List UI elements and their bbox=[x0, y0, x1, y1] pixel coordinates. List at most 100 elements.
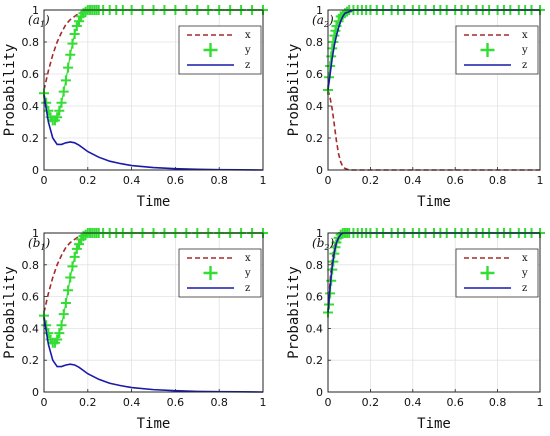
y-tick-label: 0.4 bbox=[22, 322, 40, 335]
y-axis-label: Probability bbox=[286, 44, 302, 137]
x-tick-label: 0.6 bbox=[446, 396, 464, 409]
legend-marker bbox=[203, 43, 218, 57]
y-tick-label: 0 bbox=[316, 164, 323, 177]
data-point bbox=[43, 105, 54, 116]
y-tick-label: 1 bbox=[316, 227, 323, 240]
panel-tag: (b1) bbox=[28, 236, 50, 252]
legend-label: z bbox=[245, 60, 250, 71]
y-axis-label: Probability bbox=[2, 44, 18, 137]
legend: xyz bbox=[455, 25, 539, 75]
y-tick-label: 0 bbox=[32, 164, 39, 177]
legend-marker bbox=[480, 43, 495, 57]
y-axis-label: Probability bbox=[286, 266, 302, 359]
axes-frame bbox=[43, 9, 264, 171]
y-tick-label: 0 bbox=[32, 386, 39, 399]
y-axis-label: Probability bbox=[2, 266, 18, 359]
legend-label: x bbox=[245, 30, 251, 41]
data-point bbox=[54, 105, 65, 116]
data-point bbox=[74, 16, 85, 27]
data-point bbox=[65, 272, 76, 283]
data-point bbox=[67, 38, 78, 49]
y-tick-label: 0.6 bbox=[306, 291, 324, 304]
legend: xyz bbox=[455, 248, 539, 298]
data-point bbox=[65, 49, 76, 60]
legend: xyz bbox=[178, 25, 262, 75]
y-tick-label: 1 bbox=[32, 227, 39, 240]
legend-box bbox=[178, 248, 262, 298]
x-tick-label: 0 bbox=[41, 174, 48, 187]
panel-tag: (b2) bbox=[312, 236, 334, 252]
legend-label: y bbox=[521, 268, 528, 279]
y-tick-label: 0.2 bbox=[306, 354, 324, 367]
x-tick-label: 0.8 bbox=[210, 396, 228, 409]
data-point bbox=[80, 6, 91, 17]
y-tick-label: 1 bbox=[316, 4, 323, 17]
y-tick-label: 1 bbox=[32, 4, 39, 17]
chart-panel: 0 0.2 0.4 0.6 0.8 1 0 0.2 0.4 0.6 0.8 1 xyz Time Proba… bbox=[286, 4, 545, 210]
panel-tag: (a1) bbox=[28, 13, 50, 29]
legend-marker bbox=[203, 266, 218, 280]
data-point bbox=[63, 285, 74, 296]
data-point bbox=[56, 97, 67, 108]
y-tick-label: 0.8 bbox=[22, 36, 40, 49]
x-tick-label: 0.8 bbox=[489, 396, 507, 409]
x-tick-label: 0.8 bbox=[489, 174, 507, 187]
x-tick-label: 1 bbox=[260, 174, 267, 187]
data-point bbox=[43, 328, 54, 339]
series-z bbox=[43, 317, 264, 393]
y-tick-label: 0.2 bbox=[22, 132, 40, 145]
y-tick-label: 0.8 bbox=[306, 36, 324, 49]
data-point bbox=[69, 251, 80, 262]
x-tick-label: 0.8 bbox=[210, 174, 228, 187]
x-tick-label: 0.4 bbox=[123, 174, 141, 187]
legend-box bbox=[455, 248, 539, 298]
data-point bbox=[71, 21, 82, 31]
x-tick-label: 0.4 bbox=[123, 396, 141, 409]
series-line bbox=[43, 94, 264, 171]
legend-label: x bbox=[522, 253, 528, 264]
x-tick-label: 0 bbox=[325, 396, 332, 409]
x-tick-label: 0 bbox=[41, 396, 48, 409]
chart-panel: 0 0.2 0.4 0.6 0.8 1 0 0.2 0.4 0.6 0.8 1 xyz Time Proba… bbox=[2, 4, 268, 210]
y-tick-label: 0.6 bbox=[22, 68, 40, 81]
y-tick-label: 0.4 bbox=[306, 322, 324, 335]
legend-label: y bbox=[521, 45, 528, 56]
legend-label: z bbox=[522, 60, 527, 71]
x-axis-label: Time bbox=[137, 194, 171, 210]
data-point bbox=[327, 43, 338, 54]
y-tick-label: 0.6 bbox=[22, 291, 40, 304]
y-tick-label: 0.8 bbox=[306, 259, 324, 272]
data-point bbox=[60, 297, 71, 308]
data-point bbox=[63, 62, 74, 73]
x-tick-label: 1 bbox=[260, 396, 267, 409]
data-point bbox=[80, 229, 91, 240]
axes-frame bbox=[327, 9, 541, 171]
data-point bbox=[60, 75, 71, 86]
chart-panel: 0 0.2 0.4 0.6 0.8 1 0 0.2 0.4 0.6 0.8 1 xyz Time Proba… bbox=[2, 227, 268, 432]
x-axis-label: Time bbox=[417, 194, 451, 210]
x-tick-label: 0.2 bbox=[362, 174, 380, 187]
x-tick-label: 0 bbox=[325, 174, 332, 187]
chart-panel: 0 0.2 0.4 0.6 0.8 1 0 0.2 0.4 0.6 0.8 1 xyz Time Proba… bbox=[286, 227, 545, 432]
x-axis-label: Time bbox=[417, 416, 451, 432]
x-tick-label: 0.4 bbox=[404, 174, 422, 187]
axes-frame bbox=[327, 232, 541, 393]
data-point bbox=[52, 112, 63, 123]
data-point bbox=[328, 37, 339, 47]
x-tick-label: 0.6 bbox=[167, 396, 185, 409]
x-tick-label: 0.6 bbox=[446, 174, 464, 187]
x-tick-label: 1 bbox=[537, 396, 544, 409]
legend-label: y bbox=[244, 268, 251, 279]
series-line bbox=[43, 317, 264, 393]
panel-tag: (a2) bbox=[312, 13, 334, 29]
data-point bbox=[52, 334, 63, 345]
y-tick-label: 0.2 bbox=[306, 132, 324, 145]
y-tick-label: 0 bbox=[316, 386, 323, 399]
legend-label: x bbox=[522, 30, 528, 41]
data-point bbox=[67, 261, 78, 272]
y-tick-label: 0.4 bbox=[22, 100, 40, 113]
data-point bbox=[71, 243, 82, 254]
legend: xyz bbox=[178, 248, 262, 298]
x-axis-label: Time bbox=[137, 416, 171, 432]
